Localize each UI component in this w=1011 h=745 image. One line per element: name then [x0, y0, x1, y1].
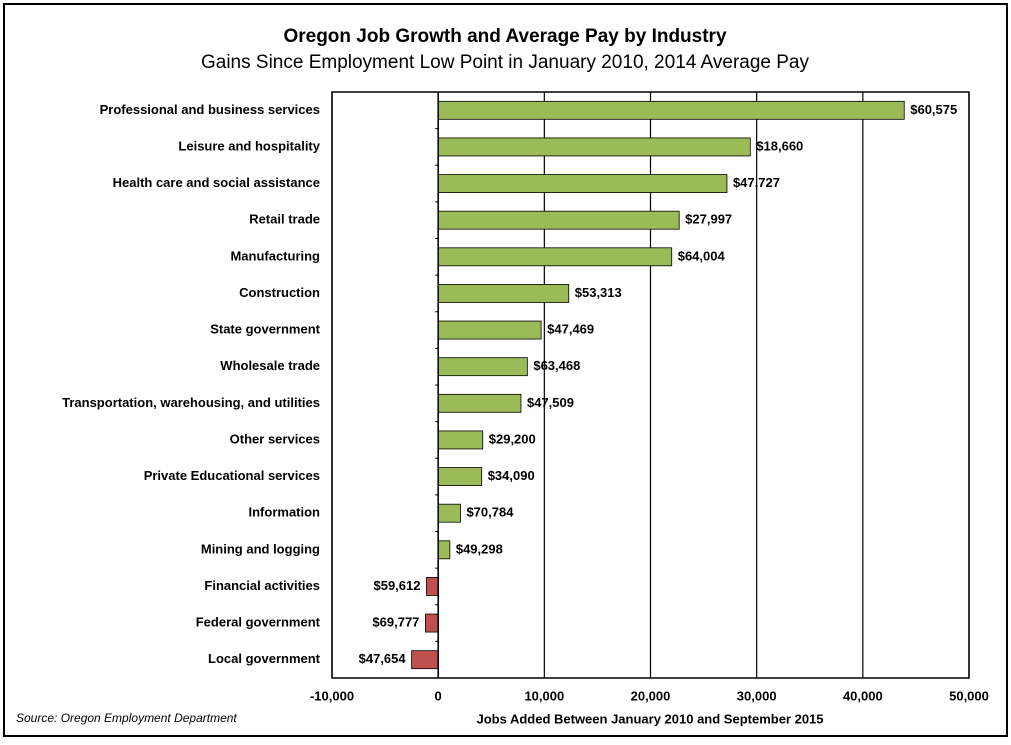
- bar: [437, 357, 528, 377]
- bar: [437, 320, 542, 340]
- bar: [437, 284, 570, 303]
- bar: [437, 100, 905, 120]
- data-label: $47,654: [359, 651, 407, 666]
- x-tick-label: -10,000: [310, 688, 354, 703]
- category-label: Health care and social assistance: [113, 175, 320, 190]
- data-label: $64,004: [678, 248, 726, 263]
- chart-subtitle: Gains Since Employment Low Point in Janu…: [201, 52, 810, 73]
- data-label: $34,090: [488, 468, 535, 483]
- bar: [426, 577, 439, 596]
- data-label: $29,200: [489, 431, 536, 446]
- x-axis-title: Jobs Added Between January 2010 and Sept…: [476, 711, 823, 726]
- data-label: $60,575: [910, 102, 957, 117]
- x-tick-label: 0: [435, 688, 442, 703]
- data-label: $27,997: [685, 212, 732, 227]
- bar: [437, 503, 461, 523]
- bar: [437, 467, 483, 486]
- bar: [437, 210, 680, 230]
- bar: [411, 650, 439, 670]
- x-tick-label: 50,000: [949, 688, 989, 703]
- category-label: Private Educational services: [144, 468, 320, 483]
- bar: [437, 174, 728, 193]
- bar: [437, 137, 751, 157]
- category-label: Federal government: [196, 615, 321, 630]
- data-label: $59,612: [373, 578, 420, 593]
- data-label: $53,313: [575, 285, 622, 300]
- category-label: Construction: [239, 285, 320, 300]
- source-note: Source: Oregon Employment Department: [16, 711, 237, 725]
- category-label: Mining and logging: [201, 541, 320, 556]
- category-label: Retail trade: [249, 212, 320, 227]
- category-label: Wholesale trade: [220, 358, 320, 373]
- bar: [437, 247, 673, 267]
- bar: [437, 393, 522, 413]
- chart-title: Oregon Job Growth and Average Pay by Ind…: [283, 26, 727, 47]
- category-label: Manufacturing: [230, 248, 320, 263]
- data-label: $69,777: [372, 615, 419, 630]
- bar: [437, 430, 484, 450]
- x-tick-label: 30,000: [737, 688, 777, 703]
- x-tick-label: 10,000: [524, 688, 564, 703]
- data-label: $47,509: [527, 395, 574, 410]
- x-tick-label: 20,000: [631, 688, 671, 703]
- data-label: $47,727: [733, 175, 780, 190]
- category-label: Local government: [208, 651, 321, 666]
- category-label: Professional and business services: [100, 102, 320, 117]
- category-label: Transportation, warehousing, and utiliti…: [62, 395, 320, 410]
- category-label: Financial activities: [204, 578, 320, 593]
- data-label: $63,468: [533, 358, 580, 373]
- bar: [425, 613, 439, 633]
- x-tick-label: 40,000: [843, 688, 883, 703]
- data-label: $49,298: [456, 541, 503, 556]
- data-label: $70,784: [466, 505, 514, 520]
- bar: [437, 540, 451, 560]
- data-label: $47,469: [547, 322, 594, 337]
- category-label: Leisure and hospitality: [178, 138, 320, 153]
- category-label: Information: [249, 505, 321, 520]
- category-label: Other services: [230, 431, 320, 446]
- category-label: State government: [210, 322, 320, 337]
- data-label: $18,660: [756, 138, 803, 153]
